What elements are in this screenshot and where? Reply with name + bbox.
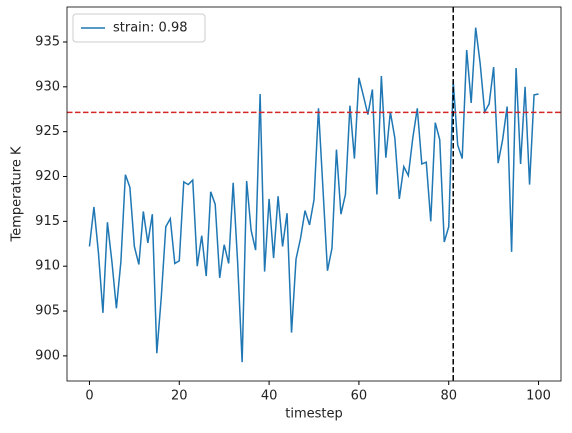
x-tick-label: 20 [171, 389, 188, 404]
x-tick-label: 60 [351, 389, 368, 404]
data-line [88, 27, 539, 363]
y-tick-label: 925 [35, 124, 60, 139]
x-tick-label: 0 [85, 389, 93, 404]
y-tick-label: 935 [35, 34, 60, 49]
y-tick-label: 900 [35, 348, 60, 363]
y-tick-label: 905 [35, 304, 60, 319]
y-tick-label: 915 [35, 214, 60, 229]
y-tick-label: 920 [35, 169, 60, 184]
y-tick-label: 910 [35, 259, 60, 274]
x-tick-label: 100 [526, 389, 551, 404]
legend-label: strain: 0.98 [113, 21, 188, 36]
y-axis-label: Temperature K [10, 146, 25, 242]
legend-box [72, 13, 206, 43]
x-axis-label: timestep [285, 407, 343, 422]
y-tick-label: 930 [35, 79, 60, 94]
x-tick-label: 80 [440, 389, 457, 404]
plot-frame [66, 6, 562, 382]
x-tick-label: 40 [261, 389, 278, 404]
